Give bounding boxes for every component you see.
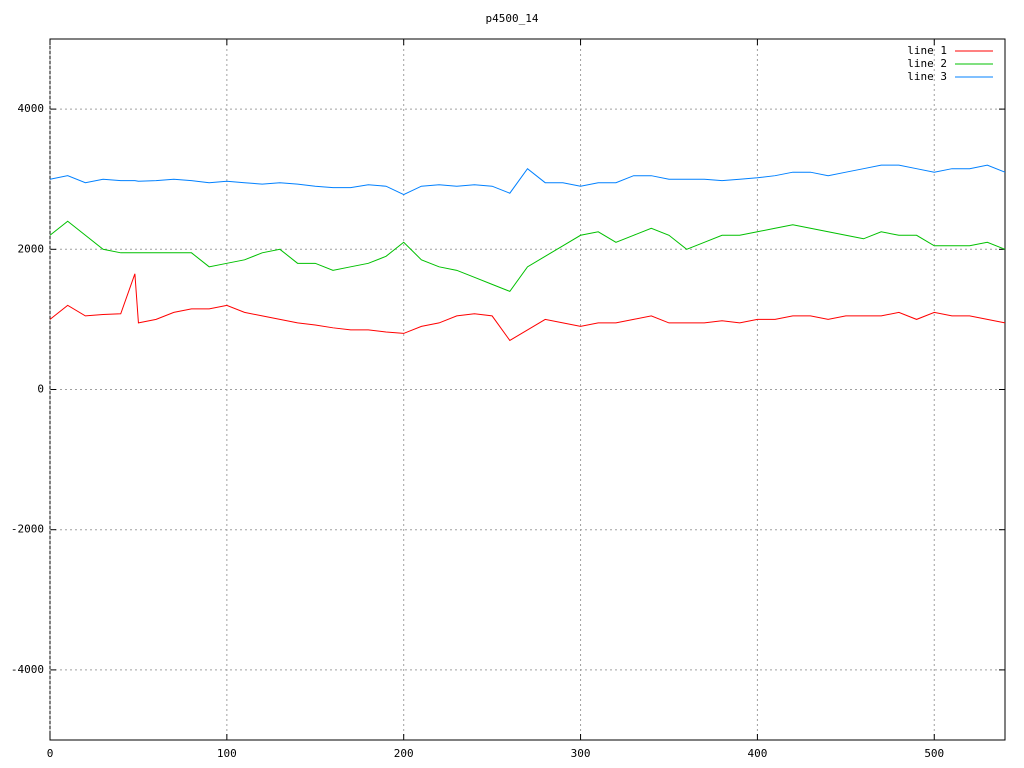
x-tick-label: 500 bbox=[924, 747, 944, 760]
x-tick-label: 300 bbox=[571, 747, 591, 760]
chart-title: p4500_14 bbox=[486, 12, 539, 25]
x-tick-label: 200 bbox=[394, 747, 414, 760]
x-tick-label: 0 bbox=[47, 747, 54, 760]
x-tick-label: 100 bbox=[217, 747, 237, 760]
data-line bbox=[49, 273, 1006, 342]
y-tick-label: -2000 bbox=[11, 523, 44, 536]
y-tick-label: -4000 bbox=[11, 663, 44, 676]
legend-label: line 2 bbox=[907, 57, 947, 70]
legend-label: line 3 bbox=[907, 70, 947, 83]
data-line bbox=[49, 164, 1006, 196]
legend-label: line 1 bbox=[907, 44, 947, 57]
y-tick-label: 2000 bbox=[18, 242, 45, 255]
y-tick-label: 0 bbox=[37, 383, 44, 396]
y-tick-label: 4000 bbox=[18, 102, 45, 115]
data-line bbox=[49, 220, 1006, 292]
x-tick-label: 400 bbox=[747, 747, 767, 760]
